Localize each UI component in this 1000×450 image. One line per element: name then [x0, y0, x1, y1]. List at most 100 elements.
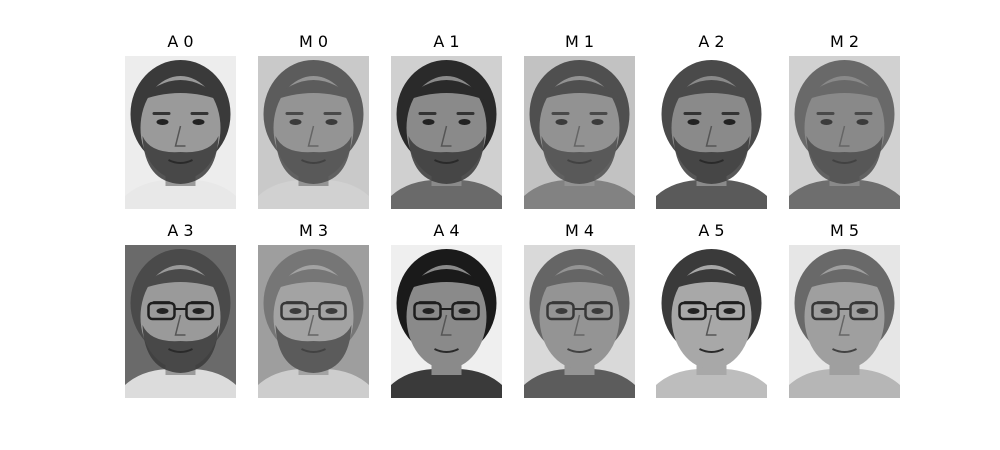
hair-fringe — [535, 269, 624, 291]
eyebrow-left — [816, 112, 835, 115]
eyebrow-right — [854, 112, 873, 115]
face-image — [524, 245, 635, 398]
eye-left — [156, 308, 169, 314]
shirt — [656, 368, 767, 398]
hair-fringe — [136, 269, 225, 291]
hair-fringe — [800, 269, 889, 291]
eye-right — [458, 308, 471, 314]
nose — [705, 125, 717, 147]
glasses-lens-right — [318, 301, 347, 321]
eyebrow-left — [551, 112, 570, 115]
hair-fringe — [402, 80, 491, 102]
panel-title: A 0 — [167, 32, 194, 51]
mouth — [301, 348, 326, 353]
glasses-lens-left — [147, 301, 176, 321]
shirt — [391, 179, 502, 209]
mouth — [567, 159, 592, 164]
shirt — [125, 368, 236, 398]
mouth — [832, 159, 857, 164]
glasses-lens-left — [413, 301, 442, 321]
beard — [408, 136, 485, 184]
mouth — [301, 159, 326, 164]
hair-fringe — [269, 80, 358, 102]
hair-fringe — [667, 80, 756, 102]
nose — [838, 314, 850, 336]
hair-fringe — [136, 80, 225, 102]
shirt — [789, 179, 900, 209]
panel-title: A 1 — [433, 32, 460, 51]
beard — [275, 136, 352, 184]
beard — [806, 136, 883, 184]
eye-left — [820, 308, 833, 314]
face-image — [656, 56, 767, 209]
glasses-lens-left — [811, 301, 840, 321]
panel-title: M 3 — [298, 221, 329, 240]
eye-right — [723, 119, 736, 125]
eyebrow-right — [456, 112, 475, 115]
nose — [573, 314, 585, 336]
face-image — [789, 245, 900, 398]
shirt — [524, 368, 635, 398]
reconstruction-haze — [258, 245, 369, 398]
eye-left — [289, 308, 302, 314]
eyebrow-left — [152, 112, 171, 115]
eyebrow-right — [190, 112, 209, 115]
panel-title: A 4 — [433, 221, 460, 240]
beard — [541, 136, 618, 184]
reconstruction-haze — [258, 56, 369, 209]
face-image — [125, 245, 236, 398]
nose — [307, 125, 319, 147]
eye-left — [687, 119, 700, 125]
face-image — [391, 245, 502, 398]
mouth — [434, 159, 459, 164]
mouth — [168, 159, 193, 164]
reconstruction-haze — [524, 56, 635, 209]
reconstruction-haze — [789, 56, 900, 209]
beard — [673, 136, 750, 184]
eye-left — [555, 308, 568, 314]
nose — [838, 125, 850, 147]
shirt — [524, 179, 635, 209]
shirt — [656, 179, 767, 209]
face-image — [258, 245, 369, 398]
eye-right — [723, 308, 736, 314]
eyebrow-right — [323, 112, 342, 115]
beard — [142, 325, 219, 373]
nose — [174, 125, 186, 147]
face-image — [789, 56, 900, 209]
shirt — [125, 179, 236, 209]
mouth — [567, 348, 592, 353]
eyebrow-right — [721, 112, 740, 115]
panel-title: A 5 — [698, 221, 725, 240]
face-image — [258, 56, 369, 209]
mouth — [434, 348, 459, 353]
glasses-lens-right — [451, 301, 480, 321]
hair-fringe — [667, 269, 756, 291]
eye-right — [458, 119, 471, 125]
eye-left — [289, 119, 302, 125]
panel-title: M 5 — [829, 221, 860, 240]
glasses-lens-left — [546, 301, 575, 321]
hair-fringe — [535, 80, 624, 102]
shirt — [258, 368, 369, 398]
eyebrow-left — [285, 112, 304, 115]
panel-title: A 2 — [698, 32, 725, 51]
eye-right — [325, 308, 338, 314]
mouth — [699, 348, 724, 353]
nose — [573, 125, 585, 147]
eye-right — [856, 308, 869, 314]
shirt — [391, 368, 502, 398]
nose — [440, 125, 452, 147]
shirt — [789, 368, 900, 398]
hair-fringe — [402, 269, 491, 291]
mouth — [168, 348, 193, 353]
nose — [440, 314, 452, 336]
panel-title: M 0 — [298, 32, 329, 51]
mouth — [832, 348, 857, 353]
glasses-lens-left — [678, 301, 707, 321]
eye-right — [856, 119, 869, 125]
eye-left — [422, 308, 435, 314]
face-image — [656, 245, 767, 398]
glasses-lens-left — [280, 301, 309, 321]
eye-right — [192, 308, 205, 314]
